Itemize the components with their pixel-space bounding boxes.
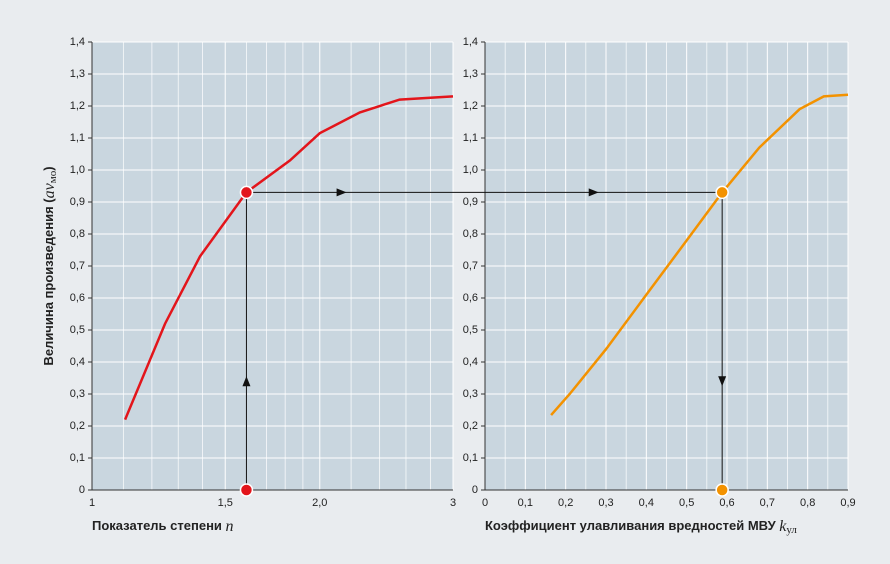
y-tick-label: 0,4 [463,356,478,368]
y-tick-label: 0,6 [463,292,478,304]
arrowhead [336,188,347,197]
y-tick-label: 0,8 [463,228,478,240]
y-tick-label: 0,7 [70,260,85,272]
y-tick-label: 1,0 [70,164,85,176]
x-tick-label: 0,3 [598,497,613,509]
arrowhead [718,376,727,387]
y-tick-label: 0,7 [463,260,478,272]
y-tick-label: 0,9 [70,196,85,208]
y-tick-label: 0,6 [70,292,85,304]
x-label-text: Показатель степени [92,518,226,533]
y-tick-label: 0,3 [70,388,85,400]
y-tick-label: 0,5 [463,324,478,336]
arrowhead [588,188,599,197]
y-tick-label: 0,2 [70,420,85,432]
highlight-foot [239,483,254,497]
y-tick-label: 1,0 [463,164,478,176]
x-tick-label: 0,9 [840,497,855,509]
y-tick-label: 0 [472,484,478,496]
x-label-sub: ул [786,524,797,536]
x-label-symbol: n [226,518,234,535]
y-tick-label: 0 [79,484,85,496]
y-tick-label: 0,2 [463,420,478,432]
y-tick-label: 0,5 [70,324,85,336]
data-line [123,95,454,421]
y-tick-label: 1,1 [463,132,478,144]
y-tick-label: 1,4 [463,36,478,48]
x-label-symbol: k [779,518,787,535]
y-label-sub: мо [47,170,59,183]
x-tick-label: 0,4 [639,497,654,509]
y-tick-label: 0,4 [70,356,85,368]
x-tick-label: 2,0 [312,497,327,509]
x-tick-label: 0,1 [518,497,533,509]
y-tick-label: 1,1 [70,132,85,144]
y-tick-label: 0,3 [463,388,478,400]
x-tick-label: 1 [89,497,95,509]
y-tick-label: 1,3 [70,68,85,80]
arrowhead [242,376,251,387]
x-tick-label: 1,5 [218,497,233,509]
y-tick-label: 0,1 [463,452,478,464]
y-label-text: Величина произведения ( [41,198,56,366]
y-axis-label: Величина произведения (avмо) [41,166,59,365]
y-tick-label: 1,3 [463,68,478,80]
highlight-point [239,185,254,200]
highlight-foot [715,483,729,497]
y-tick-label: 0,9 [463,196,478,208]
y-tick-label: 1,2 [70,100,85,112]
y-tick-label: 1,4 [70,36,85,48]
x-tick-label: 3 [450,497,456,509]
x-label-text: Коэффициент улавливания вредностей МВУ [485,518,779,533]
x-axis-label: Коэффициент улавливания вредностей МВУ k… [485,518,797,536]
y-tick-label: 0,1 [70,452,85,464]
x-tick-label: 0,6 [719,497,734,509]
y-label-symbol: av [41,182,58,198]
y-tick-label: 0,8 [70,228,85,240]
x-tick-label: 0,7 [760,497,775,509]
x-axis-label: Показатель степени n [92,518,234,535]
x-tick-label: 0,8 [800,497,815,509]
x-tick-label: 0,2 [558,497,573,509]
x-tick-label: 0 [482,497,488,509]
data-line [550,93,849,416]
y-label-end: ) [41,166,56,170]
x-tick-label: 0,5 [679,497,694,509]
y-tick-label: 1,2 [463,100,478,112]
highlight-point [715,185,729,200]
